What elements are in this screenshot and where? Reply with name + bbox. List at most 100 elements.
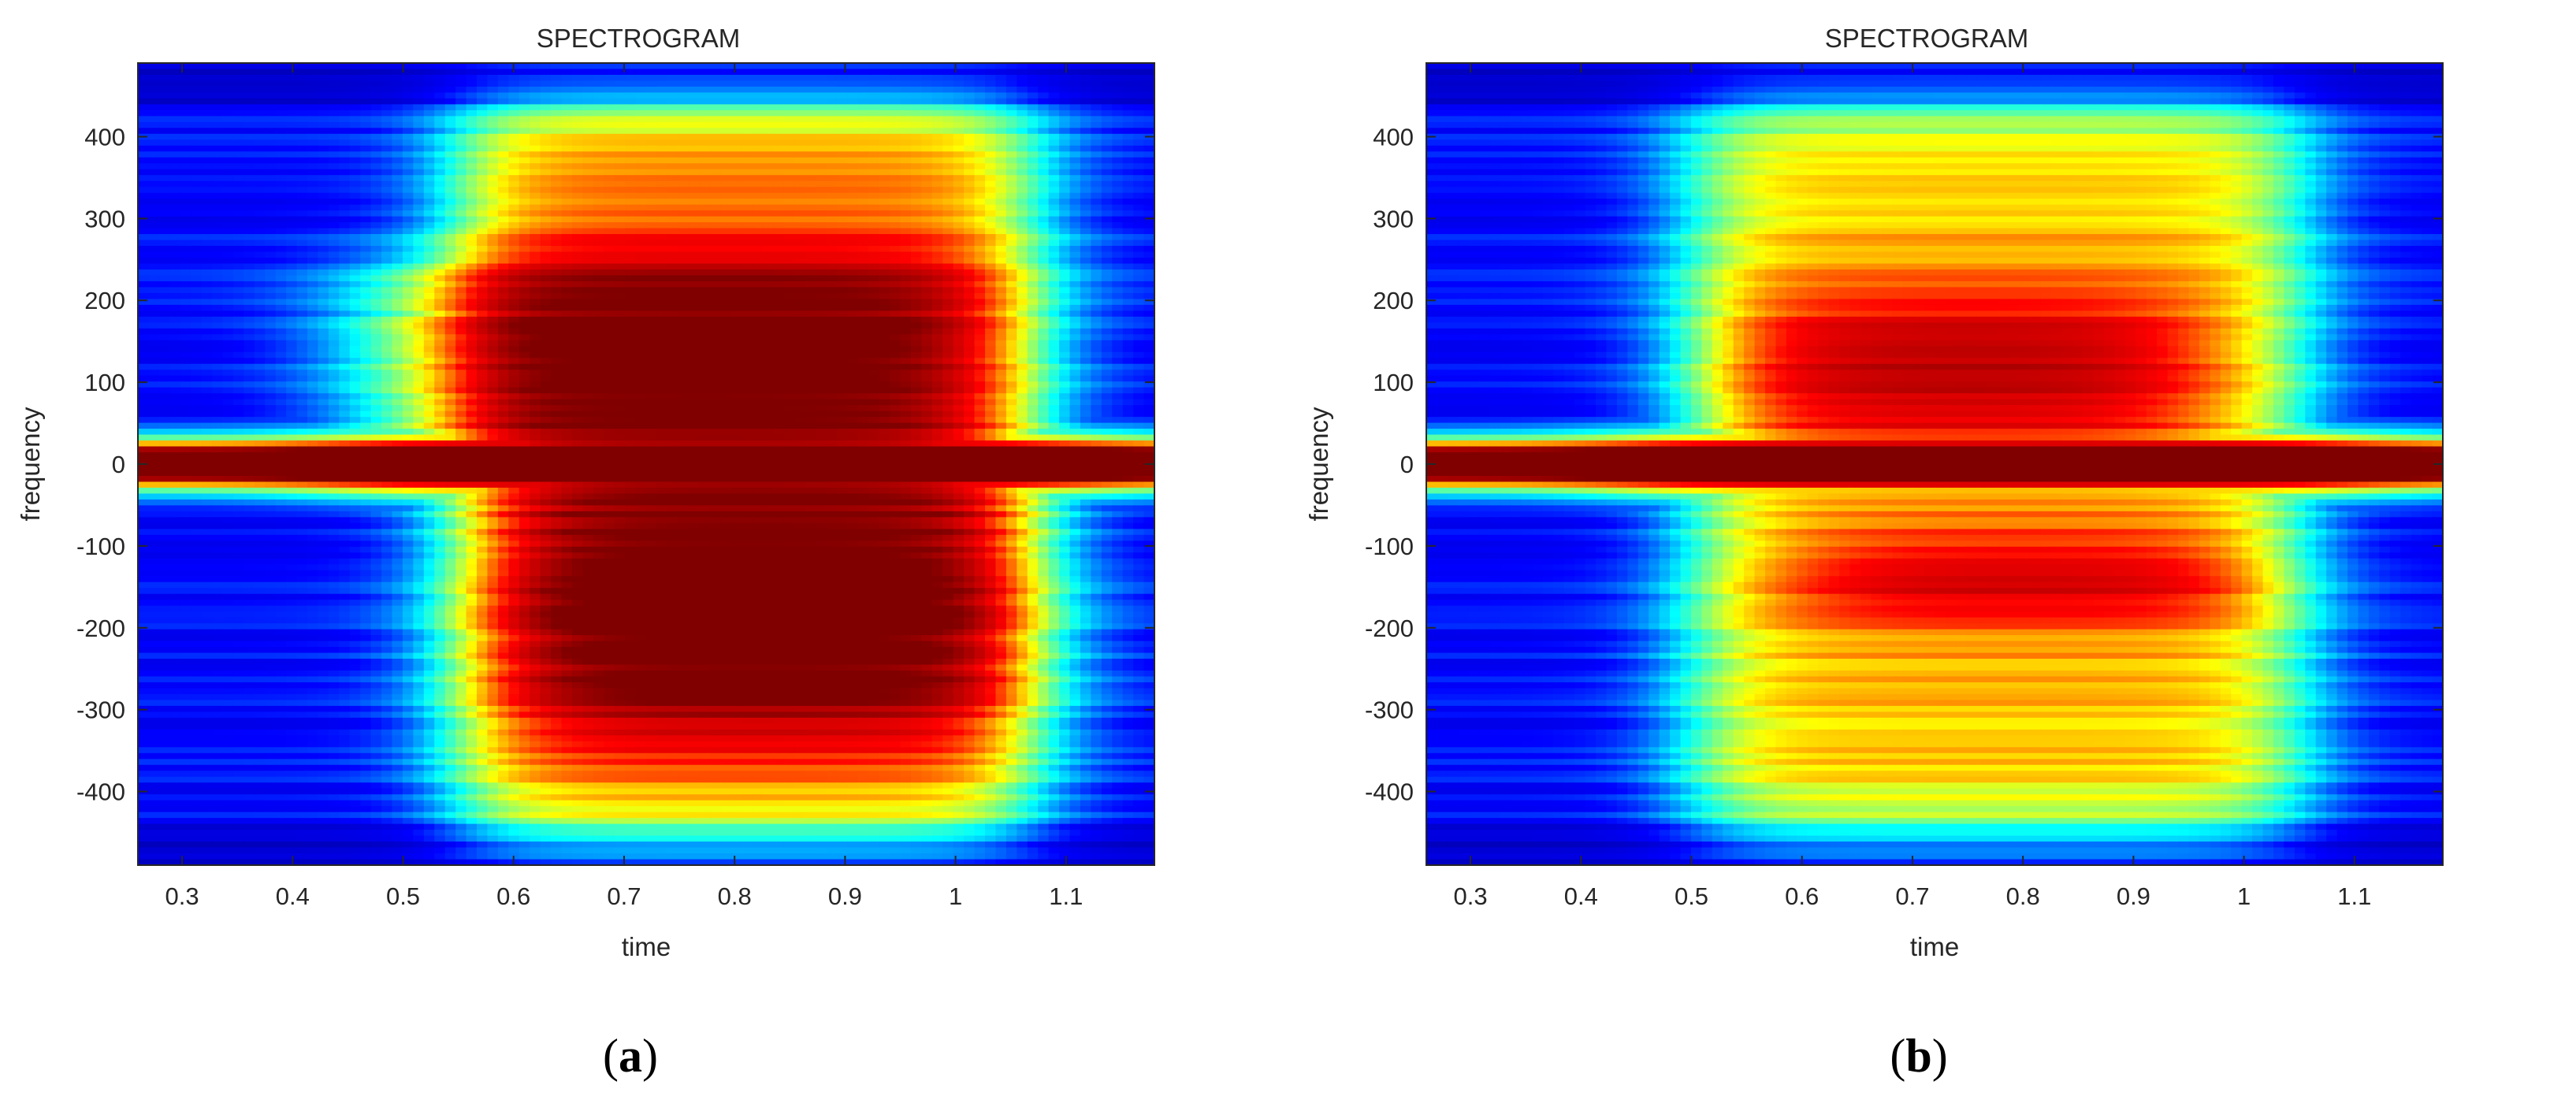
heatmap-cell xyxy=(201,204,213,211)
heatmap-cell xyxy=(1048,240,1060,247)
heatmap-cell xyxy=(477,240,489,247)
heatmap-cell xyxy=(964,128,976,135)
heatmap-cell xyxy=(455,310,467,318)
heatmap-cell xyxy=(1059,104,1071,111)
heatmap-cell xyxy=(582,246,594,253)
heatmap-cell xyxy=(487,287,499,294)
heatmap-cell xyxy=(402,246,414,253)
heatmap-cell xyxy=(614,145,626,152)
heatmap-cell xyxy=(910,86,922,94)
heatmap-cell xyxy=(232,340,244,347)
heatmap-cell xyxy=(826,92,838,99)
heatmap-cell xyxy=(318,163,329,170)
heatmap-cell xyxy=(148,187,160,194)
heatmap-cell xyxy=(709,358,721,365)
heatmap-cell xyxy=(1112,128,1124,135)
heatmap-cell xyxy=(423,228,435,235)
heatmap-cell xyxy=(191,316,203,323)
heatmap-cell xyxy=(921,121,933,128)
heatmap-cell xyxy=(392,98,403,105)
heatmap-cell xyxy=(678,281,690,288)
heatmap-cell xyxy=(783,310,795,318)
heatmap-cell xyxy=(243,363,255,370)
heatmap-cell xyxy=(434,316,446,323)
heatmap-cell xyxy=(201,234,213,241)
heatmap-cell xyxy=(879,275,890,282)
heatmap-cell xyxy=(222,240,234,247)
heatmap-cell xyxy=(318,269,329,277)
heatmap-cell xyxy=(1059,175,1071,182)
heatmap-cell xyxy=(477,199,489,206)
heatmap-cell xyxy=(158,222,170,229)
heatmap-cell xyxy=(455,358,467,365)
heatmap-cell xyxy=(1133,163,1145,170)
heatmap-cell xyxy=(836,157,848,164)
heatmap-cell xyxy=(1122,240,1134,247)
heatmap-cell xyxy=(1005,275,1017,282)
heatmap-cell xyxy=(910,169,922,176)
heatmap-cell xyxy=(836,192,848,199)
heatmap-cell xyxy=(953,74,965,82)
heatmap-cell xyxy=(953,340,965,347)
heatmap-cell xyxy=(593,269,604,277)
heatmap-cell xyxy=(254,275,266,282)
heatmap-cell xyxy=(773,210,785,217)
heatmap-cell xyxy=(931,304,943,311)
heatmap-cell xyxy=(1091,328,1102,335)
heatmap-cell xyxy=(730,234,742,241)
heatmap-cell xyxy=(138,334,150,341)
heatmap-cell xyxy=(1122,210,1134,217)
heatmap-cell xyxy=(444,275,456,282)
heatmap-cell xyxy=(931,210,943,217)
heatmap-cell xyxy=(688,363,700,370)
heatmap-cell xyxy=(339,340,351,347)
heatmap-cell xyxy=(571,346,583,353)
heatmap-cell xyxy=(1005,104,1017,111)
heatmap-cell xyxy=(805,210,816,217)
heatmap-cell xyxy=(318,187,329,194)
heatmap-cell xyxy=(953,163,965,170)
heatmap-cell xyxy=(1143,157,1155,164)
heatmap-cell xyxy=(1133,316,1145,323)
heatmap-cell xyxy=(857,145,869,152)
heatmap-cell xyxy=(900,304,912,311)
heatmap-cell xyxy=(360,234,372,241)
heatmap-cell xyxy=(360,346,372,353)
heatmap-cell xyxy=(1143,74,1155,82)
heatmap-cell xyxy=(614,139,626,147)
heatmap-cell xyxy=(762,222,774,229)
heatmap-cell xyxy=(720,246,732,253)
heatmap-cell xyxy=(169,370,181,377)
heatmap-cell xyxy=(212,275,224,282)
heatmap-cell xyxy=(582,74,594,82)
heatmap-cell xyxy=(222,116,234,123)
heatmap-cell xyxy=(444,346,456,353)
heatmap-cell xyxy=(318,246,329,253)
heatmap-cell xyxy=(487,133,499,140)
heatmap-cell xyxy=(985,216,997,223)
heatmap-cell xyxy=(381,98,393,105)
heatmap-cell xyxy=(254,322,266,329)
heatmap-cell xyxy=(1048,80,1060,87)
heatmap-cell xyxy=(582,346,594,353)
heatmap-cell xyxy=(307,204,319,211)
heatmap-cell xyxy=(752,92,764,99)
heatmap-cell xyxy=(974,92,986,99)
heatmap-cell xyxy=(890,92,901,99)
heatmap-cell xyxy=(1069,69,1081,76)
heatmap-cell xyxy=(879,258,890,265)
heatmap-cell xyxy=(138,86,150,94)
heatmap-cell xyxy=(477,346,489,353)
heatmap-cell xyxy=(1027,351,1039,359)
heatmap-cell xyxy=(1048,228,1060,235)
heatmap-cell xyxy=(868,334,880,341)
heatmap-cell xyxy=(900,204,912,211)
heatmap-cell xyxy=(1143,246,1155,253)
heatmap-cell xyxy=(868,104,880,111)
heatmap-cell xyxy=(191,92,203,99)
heatmap-cell xyxy=(593,128,604,135)
heatmap-cell xyxy=(868,92,880,99)
heatmap-cell xyxy=(646,116,658,123)
heatmap-cell xyxy=(857,216,869,223)
heatmap-cell xyxy=(243,275,255,282)
